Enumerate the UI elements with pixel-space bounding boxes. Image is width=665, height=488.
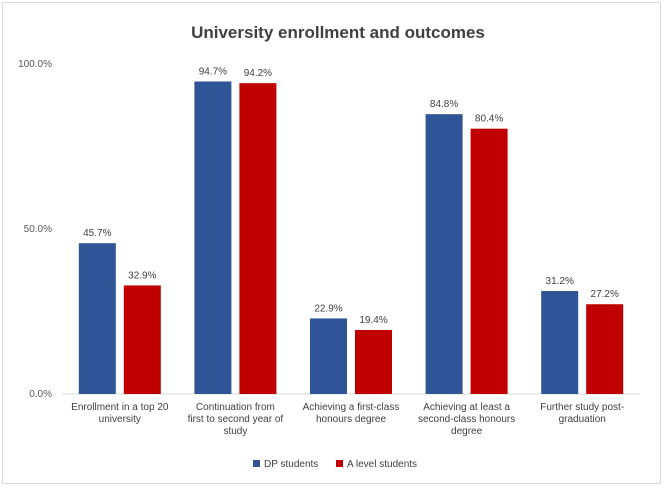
y-tick-label: 100.0% (18, 59, 52, 70)
data-label: 27.2% (591, 289, 619, 300)
category-label: Achieving a first-class (303, 402, 400, 413)
bar (470, 128, 508, 394)
category-label: degree (451, 426, 483, 437)
category-label: second-class honours (418, 414, 515, 425)
bar (541, 291, 579, 394)
category-label: honours degree (316, 414, 386, 425)
category-label: Continuation from (196, 402, 275, 413)
category-label: study (223, 426, 247, 437)
data-label: 94.2% (244, 68, 272, 79)
bar (239, 83, 277, 394)
bars (78, 81, 624, 395)
bar (78, 243, 116, 394)
data-label: 32.9% (128, 270, 156, 281)
data-label: 22.9% (314, 303, 342, 314)
legend-label: DP students (264, 459, 318, 470)
legend-swatch (253, 460, 260, 467)
bar (310, 318, 347, 394)
data-label: 80.4% (475, 114, 503, 125)
legend-swatch (336, 460, 343, 467)
legend: DP students A level students (253, 459, 417, 470)
category-label: Achieving at least a (423, 402, 510, 413)
category-label: graduation (559, 414, 606, 425)
bar (425, 114, 463, 394)
data-label: 84.8% (430, 99, 458, 110)
bar (194, 81, 232, 395)
category-label: Enrollment in a top 20 (71, 402, 169, 413)
y-tick-label: 0.0% (29, 389, 52, 400)
data-label: 19.4% (359, 315, 387, 326)
legend-label: A level students (347, 459, 417, 470)
bar (355, 329, 392, 394)
bar (586, 304, 624, 394)
data-label: 31.2% (546, 276, 574, 287)
bar (123, 285, 161, 394)
y-tick-label: 50.0% (24, 224, 52, 235)
data-label: 45.7% (83, 228, 111, 239)
data-label: 94.7% (199, 66, 227, 77)
y-axis-ticks: 0.0% 50.0% 100.0% (18, 59, 52, 400)
category-label: university (99, 414, 141, 425)
category-label: first to second year of (188, 414, 284, 425)
data-labels: 45.7% 32.9% 94.7% 94.2% 22.9% 19.4% 84.8% 80.4%… (83, 66, 619, 325)
chart-title: University enrollment and outcomes (191, 23, 485, 42)
chart-frame (2, 2, 661, 484)
category-label: Further study post- (540, 402, 624, 413)
